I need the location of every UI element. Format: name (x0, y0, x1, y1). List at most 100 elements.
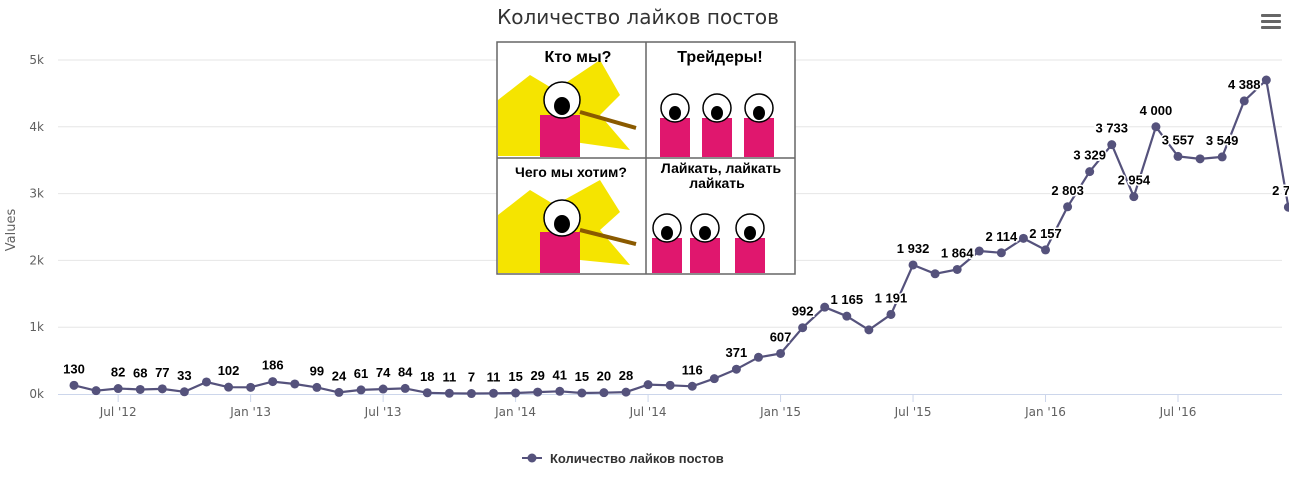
data-label: 1 191 (875, 290, 908, 305)
data-point[interactable] (444, 388, 454, 398)
data-point[interactable] (489, 388, 499, 398)
data-label: 130 (63, 361, 85, 376)
data-point[interactable] (709, 374, 719, 384)
data-point[interactable] (334, 387, 344, 397)
legend-label: Количество лайков постов (550, 451, 724, 466)
data-point[interactable] (1283, 202, 1289, 212)
data-label: 1 864 (941, 245, 974, 260)
data-label: 7 (468, 370, 475, 385)
data-point[interactable] (511, 388, 521, 398)
data-point[interactable] (1018, 233, 1028, 243)
data-point[interactable] (687, 381, 697, 391)
data-point[interactable] (1217, 152, 1227, 162)
data-point[interactable] (864, 325, 874, 335)
data-point[interactable] (643, 380, 653, 390)
data-label: 1 165 (831, 292, 864, 307)
data-label: 2 796 (1272, 183, 1289, 198)
data-point[interactable] (69, 380, 79, 390)
data-point[interactable] (1195, 154, 1205, 164)
data-label: 3 329 (1073, 148, 1106, 163)
data-point[interactable] (665, 380, 675, 390)
data-label: 4 388 (1228, 77, 1261, 92)
data-labels: 130 82 68 77 33 102 186 99 24 61 74 84 18 11 7 11 15 29 41… (62, 75, 1289, 386)
data-point[interactable] (753, 352, 763, 362)
data-label: 116 (682, 362, 703, 377)
data-label: 68 (133, 365, 147, 380)
data-label: 4 000 (1140, 103, 1173, 118)
data-point[interactable] (1085, 167, 1095, 177)
data-point[interactable] (798, 323, 808, 333)
data-point[interactable] (1041, 245, 1051, 255)
data-label: 3 549 (1206, 133, 1239, 148)
data-label: 15 (575, 369, 589, 384)
data-point[interactable] (820, 302, 830, 312)
data-point[interactable] (599, 388, 609, 398)
data-point[interactable] (157, 384, 167, 394)
data-point[interactable] (555, 386, 565, 396)
data-point[interactable] (886, 309, 896, 319)
data-label: 3 733 (1095, 121, 1128, 136)
meme-panel-4: Лайкать, лайкать лайкать (652, 160, 781, 273)
data-point[interactable] (290, 379, 300, 389)
y-tick-label: 0k (29, 387, 44, 401)
legend-item[interactable]: Количество лайков постов (522, 451, 724, 466)
data-point[interactable] (91, 386, 101, 396)
data-point[interactable] (1173, 151, 1183, 161)
data-point[interactable] (621, 387, 631, 397)
data-point[interactable] (135, 384, 145, 394)
data-point[interactable] (268, 377, 278, 387)
data-point[interactable] (246, 382, 256, 392)
data-point[interactable] (356, 385, 366, 395)
data-point[interactable] (400, 383, 410, 393)
data-point[interactable] (731, 364, 741, 374)
data-point[interactable] (224, 382, 234, 392)
data-label: 1 932 (897, 241, 930, 256)
data-point[interactable] (201, 377, 211, 387)
data-label: 77 (155, 365, 169, 380)
data-point[interactable] (1239, 96, 1249, 106)
context-menu-button[interactable] (1256, 10, 1286, 34)
data-point[interactable] (908, 260, 918, 270)
data-point[interactable] (952, 264, 962, 274)
data-label: 3 557 (1162, 132, 1195, 147)
data-point[interactable] (312, 382, 322, 392)
data-point[interactable] (533, 387, 543, 397)
data-point[interactable] (466, 389, 476, 399)
data-point[interactable] (378, 384, 388, 394)
data-point[interactable] (1129, 192, 1139, 202)
x-tick-label: Jul '16 (1159, 405, 1197, 419)
data-point[interactable] (974, 246, 984, 256)
data-label: 102 (218, 363, 240, 378)
hamburger-menu-icon (1261, 14, 1281, 29)
data-point[interactable] (422, 388, 432, 398)
data-point[interactable] (1261, 75, 1271, 85)
data-label: 11 (442, 369, 456, 384)
data-label: 2 157 (1029, 226, 1062, 241)
data-point[interactable] (113, 384, 123, 394)
data-label: 41 (553, 367, 567, 382)
data-point[interactable] (179, 387, 189, 397)
data-label: 24 (332, 368, 347, 383)
data-label: 11 (487, 369, 501, 384)
data-point[interactable] (776, 348, 786, 358)
data-point[interactable] (930, 269, 940, 279)
data-label: 29 (530, 368, 544, 383)
y-tick-label: 5k (29, 53, 44, 67)
data-label: 607 (770, 329, 792, 344)
data-label: 61 (354, 366, 368, 381)
y-axis-title: Values (4, 209, 19, 252)
data-point[interactable] (1151, 122, 1161, 132)
x-tick-label: Jul '12 (99, 405, 137, 419)
data-point[interactable] (842, 311, 852, 321)
meme-panel-4-text-line-2: лайкать (689, 175, 745, 191)
data-label: 84 (398, 364, 413, 379)
data-label: 992 (792, 304, 814, 319)
data-point[interactable] (1107, 140, 1117, 150)
chart-title: Количество лайков постов (497, 5, 779, 29)
data-point[interactable] (577, 388, 587, 398)
x-tick-label: Jul '15 (894, 405, 932, 419)
meme-panel-3-text: Чего мы хотим? (515, 164, 627, 180)
data-point[interactable] (996, 248, 1006, 258)
data-point[interactable] (1063, 202, 1073, 212)
